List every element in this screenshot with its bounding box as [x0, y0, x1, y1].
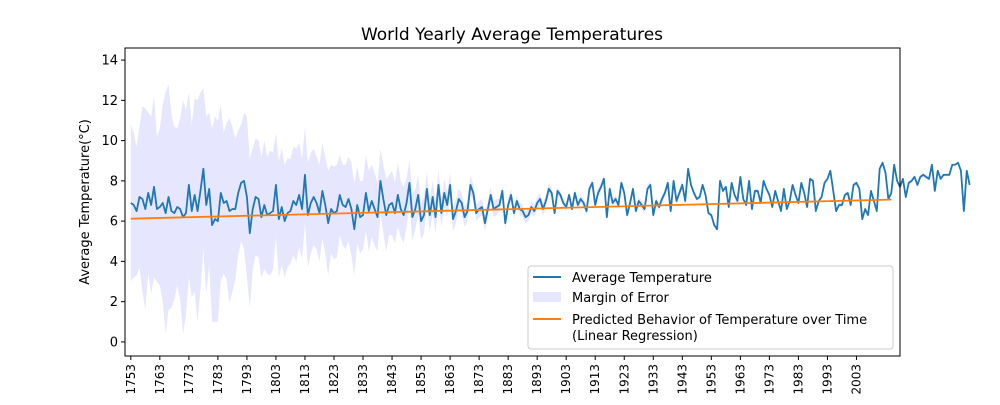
x-tick-label: 1933 — [646, 364, 660, 395]
y-tick-label: 4 — [110, 255, 118, 270]
y-tick-label: 14 — [101, 54, 118, 69]
y-tick-label: 10 — [101, 134, 118, 149]
x-tick-label: 2003 — [849, 364, 863, 395]
y-tick-label: 8 — [110, 174, 118, 189]
x-tick-label: 1893 — [530, 364, 544, 395]
y-tick-label: 12 — [101, 94, 118, 109]
average-temperature-line — [130, 161, 971, 235]
margin-of-error-band — [130, 84, 970, 334]
legend-label: Average Temperature — [572, 271, 712, 286]
x-axis: 1753 1763 1773 1783 1793 1803 1813 1823 1833 1843… — [124, 356, 863, 395]
y-tick-label: 2 — [110, 295, 118, 310]
plot-frame — [124, 47, 901, 357]
x-tick-label: 1753 — [124, 364, 138, 395]
plot-area — [130, 84, 971, 334]
x-tick-label: 1953 — [704, 364, 718, 395]
x-tick-label: 1843 — [385, 364, 399, 395]
legend: Average Temperature Margin of Error Predic… — [527, 265, 894, 350]
x-tick-label: 1793 — [240, 364, 254, 395]
x-tick-label: 1773 — [182, 364, 196, 395]
legend-box — [527, 265, 894, 350]
x-tick-label: 1983 — [791, 364, 805, 395]
x-tick-label: 1823 — [327, 364, 341, 395]
x-tick-label: 1913 — [588, 364, 602, 395]
legend-label: Margin of Error — [572, 291, 670, 306]
x-tick-label: 1803 — [269, 364, 283, 395]
x-tick-label: 1863 — [443, 364, 457, 395]
x-tick-label: 1993 — [820, 364, 834, 395]
y-tick-label: 0 — [110, 335, 118, 350]
x-tick-label: 1783 — [211, 364, 225, 395]
x-tick-label: 1973 — [762, 364, 776, 395]
x-tick-label: 1833 — [356, 364, 370, 395]
regression-line — [130, 198, 892, 220]
chart-title: World Yearly Average Temperatures — [361, 25, 663, 45]
y-axis: 0 2 4 6 8 10 12 14 — [101, 54, 125, 350]
x-tick-label: 1923 — [617, 364, 631, 395]
x-tick-label: 1943 — [675, 364, 689, 395]
y-tick-label: 6 — [110, 215, 118, 230]
x-tick-label: 1873 — [472, 364, 486, 395]
y-axis-label: Average Temperature(°C) — [78, 119, 93, 285]
x-tick-label: 1883 — [501, 364, 515, 395]
legend-patch-swatch — [533, 292, 561, 302]
legend-label: Predicted Behavior of Temperature over T… — [572, 313, 867, 328]
x-tick-label: 1763 — [153, 364, 167, 395]
legend-label: (Linear Regression) — [572, 329, 698, 344]
x-tick-label: 1903 — [559, 364, 573, 395]
x-tick-label: 1853 — [414, 364, 428, 395]
x-tick-label: 1813 — [298, 364, 312, 395]
x-tick-label: 1963 — [733, 364, 747, 395]
